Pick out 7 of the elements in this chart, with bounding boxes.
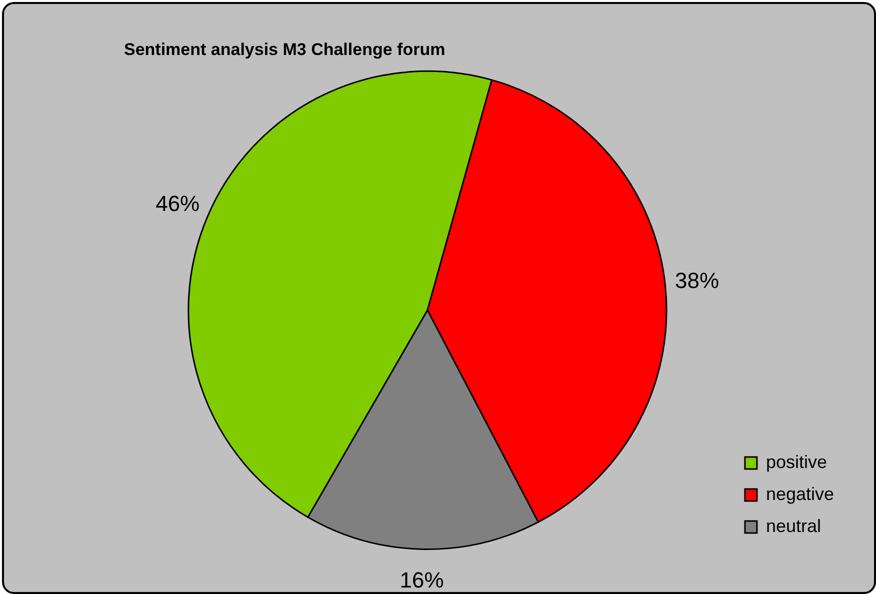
- data-label: 38%: [675, 268, 720, 293]
- data-label: 46%: [156, 191, 200, 216]
- legend-label: negative: [766, 484, 834, 504]
- data-label: 16%: [400, 567, 444, 592]
- legend-label: positive: [766, 452, 827, 472]
- chart-title: Sentiment analysis M3 Challenge forum: [124, 40, 446, 59]
- legend-label: neutral: [766, 516, 821, 536]
